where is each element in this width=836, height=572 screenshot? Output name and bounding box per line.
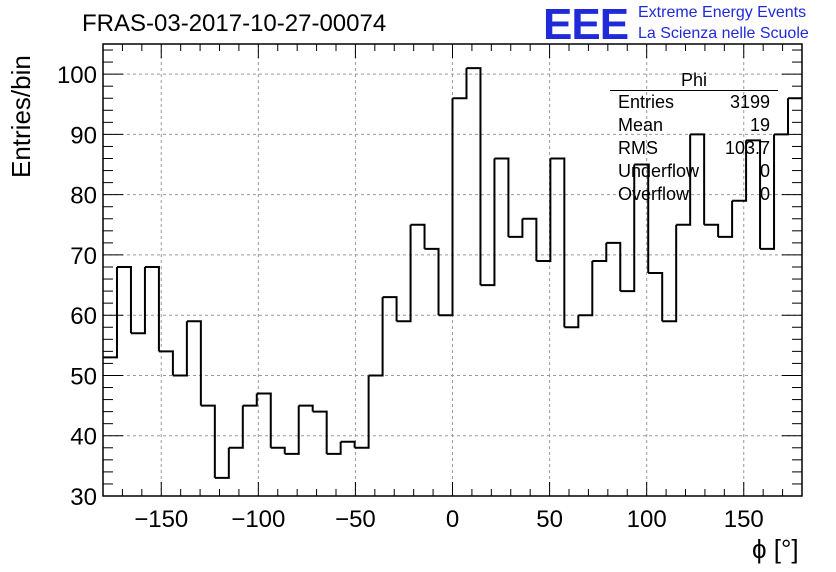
y-tick-label: 70 — [70, 243, 97, 270]
stats-value: 3199 — [729, 92, 770, 112]
y-tick-label: 40 — [70, 424, 97, 451]
x-tick-label: −50 — [335, 506, 376, 533]
histogram-bin — [130, 266, 146, 335]
stats-box: Phi Entries 3199 Mean 19 RMS 103.7 Under… — [610, 70, 778, 206]
histogram-bin — [242, 393, 258, 407]
histogram-bin — [536, 158, 552, 262]
stats-value: 0 — [759, 161, 770, 181]
histogram-bin — [606, 241, 622, 292]
histogram-bin — [438, 98, 454, 317]
stats-row-rms: RMS 103.7 — [610, 137, 778, 160]
stats-key: Overflow — [618, 184, 690, 204]
histogram-bin — [620, 164, 636, 293]
stats-key: Entries — [618, 92, 675, 112]
histogram-bin — [312, 410, 328, 454]
stats-value: 0 — [759, 184, 770, 204]
histogram-bin — [648, 272, 664, 322]
x-axis-label: ϕ [°] — [752, 534, 799, 564]
histogram-bin — [718, 200, 734, 238]
histogram-bin — [508, 218, 524, 238]
x-tick-label: −150 — [134, 506, 188, 533]
y-tick-label: 30 — [70, 484, 97, 511]
histogram-bin — [172, 321, 188, 377]
y-tick-label: 80 — [70, 183, 97, 210]
histogram-bin — [228, 405, 244, 449]
stats-row-entries: Entries 3199 — [610, 91, 778, 114]
histogram-bin — [256, 392, 272, 448]
histogram-bin — [592, 242, 608, 262]
histogram-bin — [480, 158, 496, 287]
x-tick-label: 150 — [724, 506, 764, 533]
histogram-bin — [550, 157, 566, 328]
histogram-bin — [158, 350, 174, 376]
y-axis-label: Entries/bin — [6, 55, 36, 178]
histogram-bin — [382, 296, 398, 322]
logo-caption-line1: Extreme Energy Events — [638, 4, 807, 21]
histogram-bin — [760, 134, 776, 250]
stats-row-mean: Mean 19 — [610, 114, 778, 137]
stats-key: Underflow — [618, 161, 700, 181]
x-tick-label: 50 — [536, 506, 563, 533]
y-tick-labels: 30 40 50 60 70 80 90 100 — [57, 62, 97, 511]
histogram-bin — [494, 157, 510, 237]
histogram-bin — [340, 440, 356, 448]
histogram-bin — [103, 266, 118, 359]
histogram-bin — [564, 315, 580, 329]
histogram-bin — [396, 224, 412, 323]
histogram-bin — [634, 163, 650, 274]
stats-box-title: Phi — [610, 70, 778, 91]
logo-caption: Extreme Energy Events La Scienza nelle S… — [638, 2, 809, 44]
y-tick-label: 100 — [57, 62, 97, 89]
histogram-bin — [298, 404, 314, 412]
x-tick-label: −100 — [231, 506, 285, 533]
histogram-bin — [354, 375, 370, 449]
histogram-bin — [704, 223, 720, 237]
axis-ticks — [103, 44, 802, 497]
x-tick-label: 100 — [627, 506, 667, 533]
histogram-bin — [116, 265, 132, 334]
histogram-bin — [368, 297, 384, 377]
histogram-bin — [746, 139, 762, 249]
stats-key: RMS — [618, 138, 658, 158]
histogram-bin — [200, 404, 216, 478]
histogram-bin — [522, 217, 538, 261]
histogram-bin — [452, 68, 468, 100]
histogram-bin — [284, 405, 300, 455]
histogram-bin — [732, 140, 748, 202]
x-tick-labels: −150 −100 −50 0 50 100 150 — [134, 506, 764, 533]
histogram-bins — [103, 67, 802, 479]
histogram-bin — [690, 133, 706, 225]
y-tick-label: 60 — [70, 303, 97, 330]
stats-row-underflow: Underflow 0 — [610, 160, 778, 183]
histogram-bin — [662, 224, 678, 323]
stats-value: 103.7 — [724, 138, 770, 158]
stats-key: Mean — [618, 115, 664, 135]
stats-value: 19 — [749, 115, 770, 135]
histogram-bin — [186, 320, 202, 406]
y-tick-label: 90 — [70, 122, 97, 149]
histogram-bin — [326, 441, 342, 455]
histogram-bin — [578, 260, 594, 317]
logo-caption-line2: La Scienza nelle Scuole — [638, 25, 809, 42]
histogram-bin — [144, 265, 160, 352]
histogram-bin — [214, 447, 230, 479]
x-tick-label: 0 — [446, 506, 459, 533]
y-tick-label: 50 — [70, 363, 97, 390]
run-title: FRAS-03-2017-10-27-00074 — [82, 10, 387, 37]
histogram-bin — [410, 223, 426, 249]
histogram-bin — [676, 134, 692, 226]
stats-row-overflow: Overflow 0 — [610, 183, 778, 206]
histogram-bin — [466, 67, 482, 286]
histogram-bin — [424, 247, 440, 316]
histogram-bin — [270, 446, 286, 454]
eee-logo: EEE — [543, 0, 629, 49]
